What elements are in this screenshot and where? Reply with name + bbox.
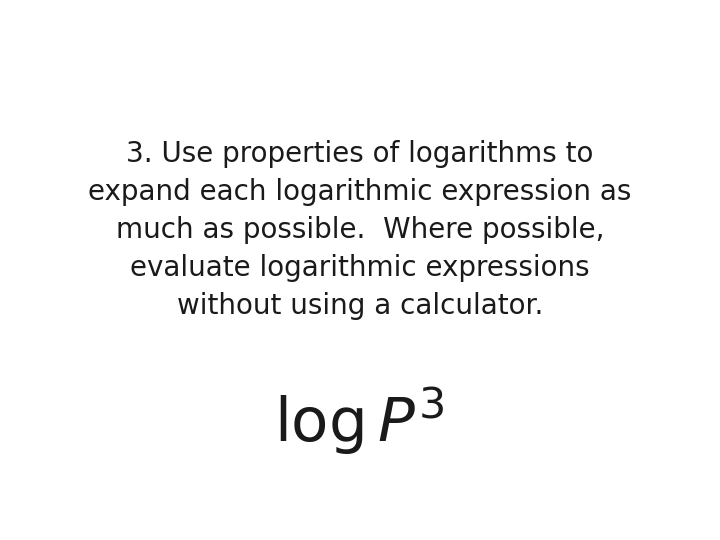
Text: $\log P^3$: $\log P^3$ [274, 386, 444, 457]
Text: 3. Use properties of logarithms to
expand each logarithmic expression as
much as: 3. Use properties of logarithms to expan… [89, 140, 631, 320]
